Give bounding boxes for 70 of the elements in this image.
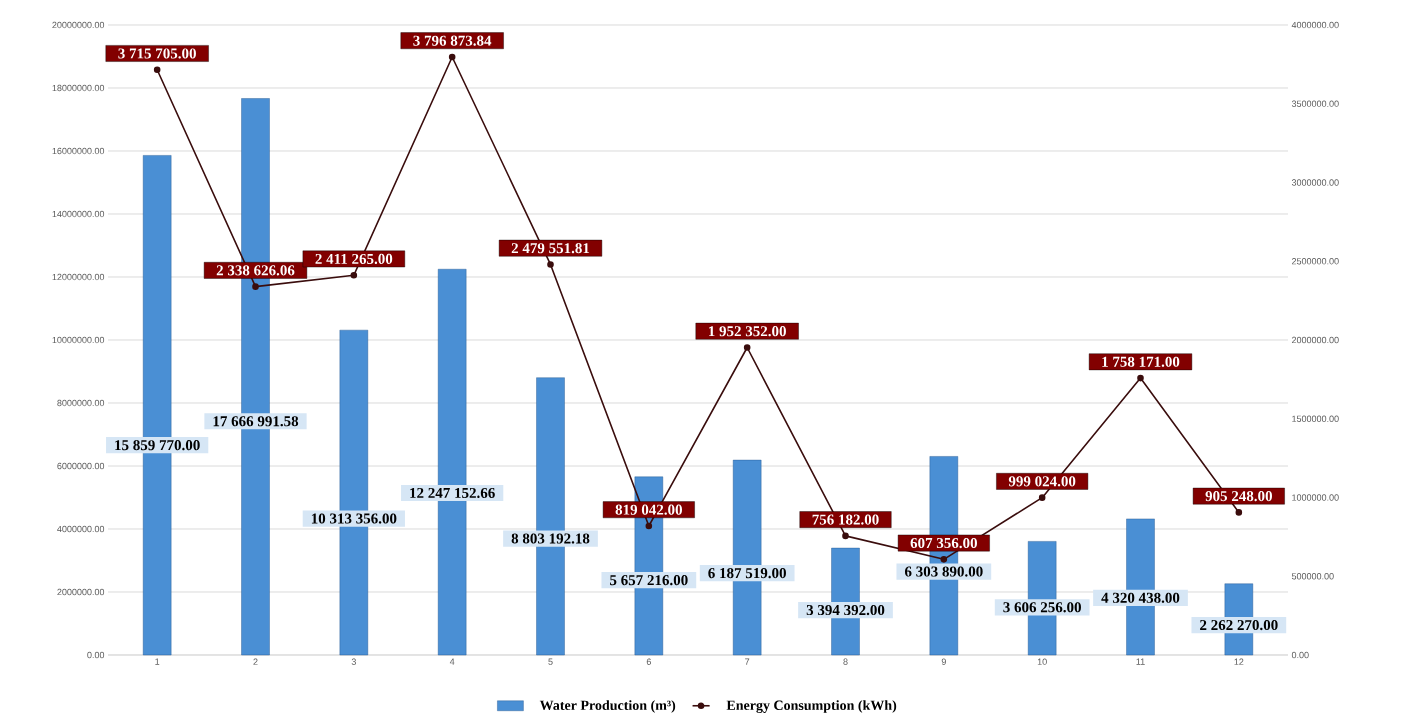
point [547, 261, 554, 268]
y2-tick-label: 500000.00 [1291, 573, 1334, 580]
data-label: 2 338 626.06 [216, 265, 295, 276]
point [1235, 509, 1243, 516]
point [940, 556, 948, 563]
data-label: 3 796 873.84 [413, 35, 492, 46]
point [1137, 374, 1144, 382]
y-tick-label: 14000000.00 [52, 210, 105, 218]
data-label: 1 758 171.00 [1102, 356, 1180, 367]
data-label: 756 182.00 [812, 514, 879, 525]
data-label: 6 303 890.00 [904, 566, 983, 577]
data-label: 1 952 352.00 [709, 326, 786, 337]
data-label: 905 248.00 [1205, 491, 1272, 502]
y2-tick-label: 3500000.00 [1291, 100, 1339, 107]
data-label: 819 042.00 [615, 504, 682, 515]
data-label: 999 024.00 [1008, 476, 1076, 487]
y-tick-label: 16000000.00 [52, 147, 105, 155]
y2-tick-label: 2000000.00 [1291, 336, 1339, 344]
x-tick-label: 8 [843, 658, 848, 665]
y-tick-label: 2000000.00 [57, 588, 105, 596]
x-tick-label: 6 [646, 658, 651, 665]
x-tick-label: 12 [1234, 658, 1244, 665]
y-tick-label: 12000000.00 [52, 273, 105, 281]
x-tick-label: 9 [941, 658, 946, 665]
point [448, 53, 456, 61]
x-tick-label: 11 [1136, 658, 1145, 665]
point [645, 522, 653, 530]
data-label: 2 262 270.00 [1200, 619, 1278, 631]
y2-tick-label: 1000000.00 [1292, 494, 1339, 501]
data-label: 3 394 392.00 [806, 605, 885, 616]
data-label: 3 606 256.00 [1003, 602, 1081, 613]
x-tick-label: 7 [745, 658, 750, 665]
point [252, 283, 259, 290]
legend-label: Water Production (m³) [539, 700, 676, 713]
data-label: 12 247 152.66 [410, 487, 495, 499]
y2-tick-label: 4000000.00 [1291, 21, 1339, 29]
y2-tick-label: 1500000.00 [1292, 415, 1339, 422]
data-label: 5 657 216.00 [610, 575, 688, 586]
y2-tick-label: 3000000.00 [1291, 179, 1339, 186]
y-tick-label: 4000000.00 [57, 525, 105, 533]
x-tick-label: 10 [1037, 658, 1047, 665]
y-tick-label: 20000000.00 [52, 21, 105, 29]
y2-tick-label: 0.00 [1291, 651, 1309, 659]
x-tick-label: 4 [449, 658, 455, 665]
x-tick-label: 1 [155, 658, 160, 665]
legend-label: Energy Consumption (kWh) [726, 700, 897, 713]
data-label: 4 320 438.00 [1101, 592, 1180, 603]
data-label: 2 479 551.81 [511, 243, 590, 254]
x-tick-label: 5 [548, 658, 553, 665]
y-tick-label: 0.00 [87, 651, 105, 659]
data-label: 3 715 705.00 [118, 48, 196, 59]
x-tick-label: 3 [351, 658, 356, 665]
y-tick-label: 8000000.00 [57, 399, 105, 407]
data-label: 8 803 192.18 [511, 533, 590, 544]
data-label: 607 356.00 [910, 537, 977, 549]
data-label: 10 313 356.00 [311, 513, 397, 524]
data-label: 6 187 519.00 [708, 568, 786, 579]
point [350, 271, 358, 279]
point [153, 66, 161, 74]
data-label: 15 859 770.00 [115, 440, 200, 451]
x-tick-label: 2 [253, 658, 258, 665]
point [1038, 494, 1046, 501]
y-tick-label: 18000000.00 [52, 84, 105, 92]
point [743, 344, 751, 351]
data-label: 2 411 265.00 [315, 253, 393, 265]
y-tick-label: 10000000.00 [52, 336, 105, 344]
data-label: 17 666 991.58 [213, 416, 299, 427]
y-tick-label: 6000000.00 [57, 462, 105, 470]
point [842, 532, 849, 540]
y2-tick-label: 2500000.00 [1291, 258, 1339, 265]
